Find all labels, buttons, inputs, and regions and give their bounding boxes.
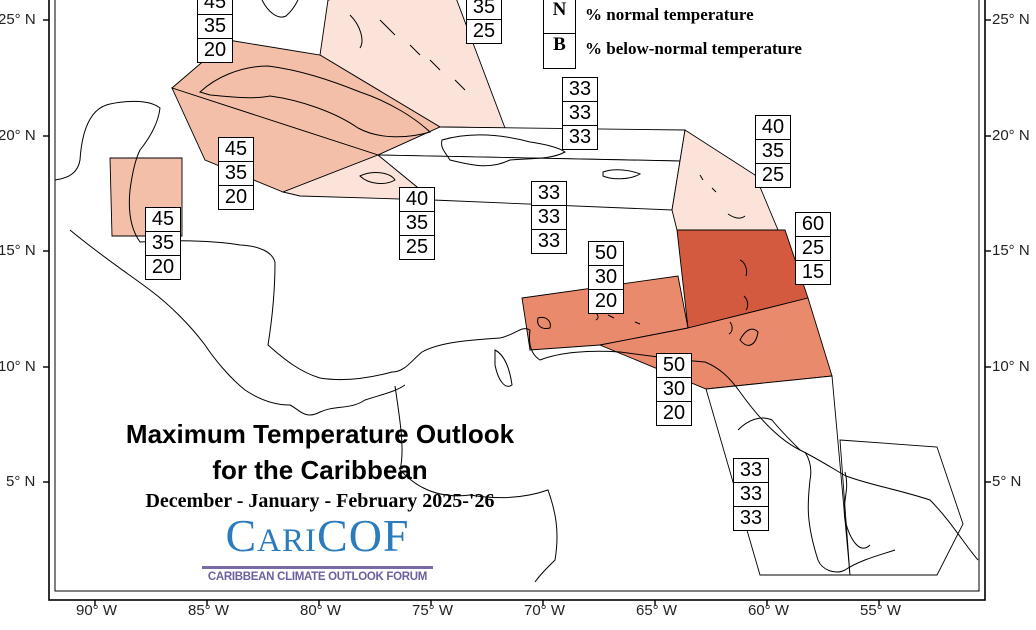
probability-value: 20 bbox=[219, 185, 253, 209]
x-tick-label: 55° W bbox=[860, 602, 902, 619]
probability-value: 15 bbox=[796, 260, 830, 284]
x-tick-label: 60° W bbox=[748, 602, 790, 619]
probability-value: 35 bbox=[146, 231, 180, 255]
caricof-logo: CARICOF CARIBBEAN CLIMATE OUTLOOK FORUM bbox=[200, 512, 435, 583]
probability-value: 40 bbox=[405, 188, 429, 210]
probability-value: 20 bbox=[146, 255, 180, 279]
legend-label-normal: % normal temperature bbox=[585, 5, 754, 24]
probability-value: 60 bbox=[801, 213, 825, 235]
legend-label-below: % below-normal temperature bbox=[585, 39, 802, 58]
probability-box-hispaniola-south: 33 33 33 bbox=[531, 181, 567, 254]
probability-value: 40 bbox=[761, 116, 785, 138]
probability-box-guyana: 33 33 33 bbox=[733, 458, 769, 531]
legend-key-normal: N bbox=[552, 0, 567, 20]
probability-value: 25 bbox=[756, 163, 790, 187]
x-tick-label: 90° W bbox=[76, 602, 118, 619]
logo-divider bbox=[202, 566, 433, 569]
probability-value: 25 bbox=[467, 19, 501, 43]
x-tick-label: 85° W bbox=[188, 602, 230, 619]
probability-value: 20 bbox=[657, 401, 691, 425]
probability-value: 45 bbox=[224, 138, 248, 160]
probability-value: 33 bbox=[537, 182, 561, 204]
y-tick-label-left: 20° N bbox=[0, 127, 36, 144]
map-title: Maximum Temperature Outlook bbox=[125, 419, 515, 449]
probability-value: 20 bbox=[198, 38, 232, 62]
y-tick-label-left: 15° N bbox=[0, 242, 36, 259]
axis-ticks bbox=[43, 19, 991, 606]
forecast-regions bbox=[109, 0, 964, 576]
probability-box-cuba: 45 35 20 bbox=[197, 0, 233, 63]
y-tick-label-right: 5° N bbox=[992, 473, 1022, 490]
probability-box-abc-islands: 50 30 20 bbox=[588, 241, 624, 314]
probability-value: 35 bbox=[219, 161, 253, 185]
probability-value: 33 bbox=[739, 459, 763, 481]
y-tick-label-right: 25° N bbox=[992, 11, 1030, 28]
map-title-line2: for the Caribbean bbox=[212, 455, 428, 485]
plot-frame-inner bbox=[54, 0, 980, 592]
x-tick-label: 75° W bbox=[412, 602, 454, 619]
probability-value: 20 bbox=[589, 289, 623, 313]
probability-value: 33 bbox=[532, 229, 566, 253]
probability-box-jamaica: 40 35 25 bbox=[399, 187, 435, 260]
probability-value: 30 bbox=[589, 265, 623, 289]
probability-box-western-caribbean: 45 35 20 bbox=[218, 137, 254, 210]
season-subtitle: December - January - February 2025-'26 bbox=[145, 490, 495, 512]
probability-box-trinidad-tobago: 50 30 20 bbox=[656, 353, 692, 426]
probability-value: 35 bbox=[756, 139, 790, 163]
x-tick-label: 80° W bbox=[300, 602, 342, 619]
region-suriname-french-guiana bbox=[839, 439, 964, 576]
y-tick-label-left: 10° N bbox=[0, 358, 36, 375]
logo-tagline: CARIBBEAN CLIMATE OUTLOOK FORUM bbox=[207, 571, 428, 583]
probability-value: 33 bbox=[734, 506, 768, 530]
y-tick-label-right: 10° N bbox=[992, 358, 1030, 375]
probability-box-bahamas: 35 25 bbox=[466, 0, 502, 44]
coastlines bbox=[54, 0, 979, 583]
probability-box-hispaniola-north: 33 33 33 bbox=[562, 77, 598, 150]
legend-key-below: B bbox=[544, 33, 575, 68]
legend-key-box: N B bbox=[543, 0, 576, 69]
y-tick-label-right: 15° N bbox=[992, 242, 1030, 259]
probability-value: 35 bbox=[400, 211, 434, 235]
probability-value: 45 bbox=[151, 208, 175, 230]
x-tick-label: 70° W bbox=[524, 602, 566, 619]
probability-value: 33 bbox=[568, 78, 592, 100]
probability-value: 30 bbox=[657, 377, 691, 401]
probability-value: 45 bbox=[203, 0, 227, 13]
probability-value: 35 bbox=[198, 14, 232, 38]
y-tick-label-left: 5° N bbox=[6, 473, 36, 490]
probability-value: 33 bbox=[563, 125, 597, 149]
probability-value: 33 bbox=[563, 101, 597, 125]
probability-value: 50 bbox=[594, 242, 618, 264]
region-guyana bbox=[705, 375, 851, 576]
probability-value: 25 bbox=[796, 236, 830, 260]
x-tick-label: 65° W bbox=[636, 602, 678, 619]
y-tick-label-left: 25° N bbox=[0, 11, 36, 28]
y-tick-label-right: 20° N bbox=[992, 127, 1030, 144]
probability-value: 33 bbox=[734, 482, 768, 506]
plot-frame-outer bbox=[48, 0, 986, 601]
probability-value: 25 bbox=[400, 235, 434, 259]
probability-box-belize: 45 35 20 bbox=[145, 207, 181, 280]
probability-box-northern-lesser-antilles: 40 35 25 bbox=[755, 115, 791, 188]
probability-value: 33 bbox=[532, 205, 566, 229]
probability-value: 50 bbox=[662, 354, 686, 376]
probability-value: 35 bbox=[472, 0, 496, 18]
probability-box-windward-islands: 60 25 15 bbox=[795, 212, 831, 285]
logo-wordmark: CARICOF bbox=[225, 510, 410, 561]
